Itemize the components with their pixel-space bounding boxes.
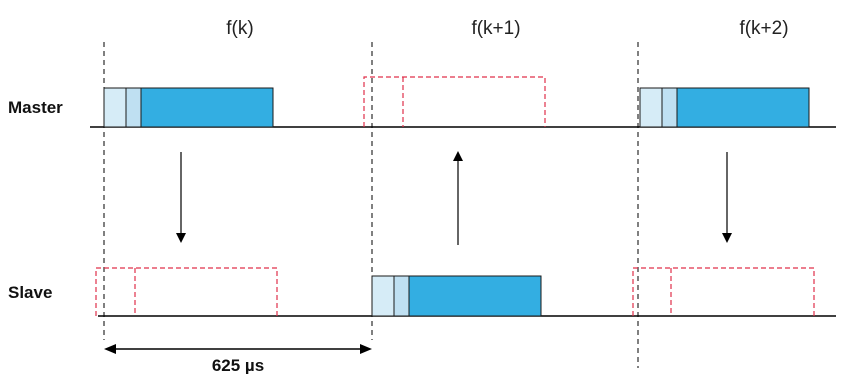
master-row-label: Master (8, 98, 63, 117)
frame-label-k1: f(k+1) (471, 18, 520, 39)
frame-label-k: f(k) (226, 18, 253, 39)
duration-label: 625 µs (212, 356, 264, 374)
arrow-slave-to-master-fk1 (453, 151, 463, 245)
frame-label-k2: f(k+2) (739, 18, 788, 39)
master-packet-fk (103, 87, 274, 128)
arrow-master-to-slave-fk2 (722, 152, 732, 243)
slave-empty-slot-fk2 (632, 267, 815, 316)
master-empty-slot-fk1 (363, 76, 546, 127)
duration-dimension-arrow (104, 344, 372, 354)
master-packet-fk2 (639, 87, 810, 128)
slave-row-label: Slave (8, 283, 52, 302)
slave-empty-slot-fk (95, 267, 278, 316)
slave-packet-fk1 (371, 275, 542, 317)
arrow-master-to-slave-fk (176, 152, 186, 243)
